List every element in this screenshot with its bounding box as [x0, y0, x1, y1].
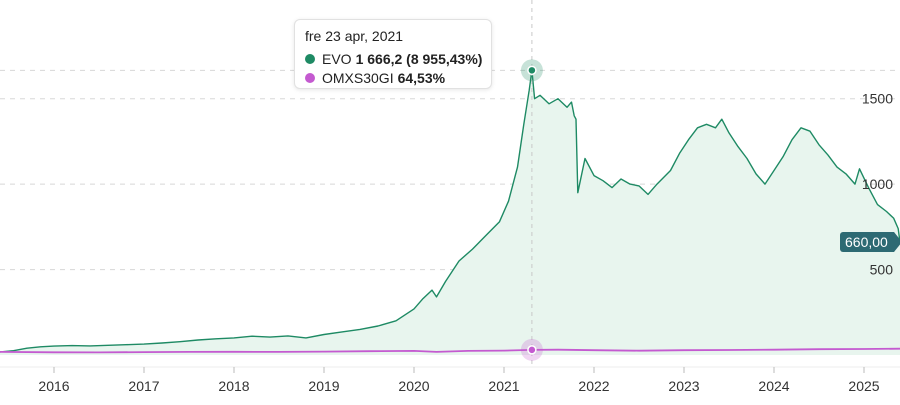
x-tick-label-2024: 2024 [758, 378, 789, 394]
x-tick-label-2020: 2020 [398, 378, 429, 394]
x-tick-label-2018: 2018 [218, 378, 249, 394]
omx-marker-point [527, 345, 537, 355]
y-tick-label-500: 500 [870, 262, 894, 278]
evo-marker-point [527, 65, 537, 76]
area-layer [0, 70, 900, 356]
chart-tooltip: fre 23 apr, 2021 EVO 1 666,2 (8 955,43%)… [294, 19, 492, 89]
x-tick-label-2022: 2022 [578, 378, 609, 394]
y-axis-labels: 500 1000 1500 [862, 91, 893, 278]
line-layer [0, 69, 900, 354]
tooltip-series-value: 64,53% [397, 69, 446, 86]
omx-legend-dot [305, 72, 315, 83]
last-price-badge: 660,00 [840, 232, 900, 253]
series-line-evo [0, 69, 900, 353]
x-tick-label-2025: 2025 [848, 378, 879, 394]
evo-legend-dot [305, 53, 315, 64]
tooltip-date: fre 23 apr, 2021 [305, 28, 404, 44]
x-tick-label-2017: 2017 [128, 378, 159, 394]
tooltip-row-evo: EVO 1 666,2 (8 955,43%) [305, 49, 483, 68]
tooltip-row-omx: OMXS30GI 64,53% [305, 68, 481, 87]
x-tick-label-2019: 2019 [308, 378, 339, 394]
tooltip-series-value: 1 666,2 (8 955,43%) [355, 50, 483, 67]
series-area-evo [0, 70, 900, 356]
x-tick-label-2021: 2021 [488, 378, 519, 394]
y-tick-label-1000: 1000 [862, 176, 893, 192]
x-axis-labels: 2016 2017 2018 2019 2020 2021 2022 2023 2024 2025 [38, 378, 879, 394]
x-tick-label-2016: 2016 [38, 378, 69, 394]
tooltip-series-name: EVO [322, 50, 352, 67]
y-tick-label-1500: 1500 [862, 91, 893, 107]
series-line-omxs30gi [0, 347, 900, 354]
tooltip-series-name: OMXS30GI [322, 69, 394, 86]
marker-layer [520, 59, 543, 361]
x-tick-label-2023: 2023 [668, 378, 699, 394]
